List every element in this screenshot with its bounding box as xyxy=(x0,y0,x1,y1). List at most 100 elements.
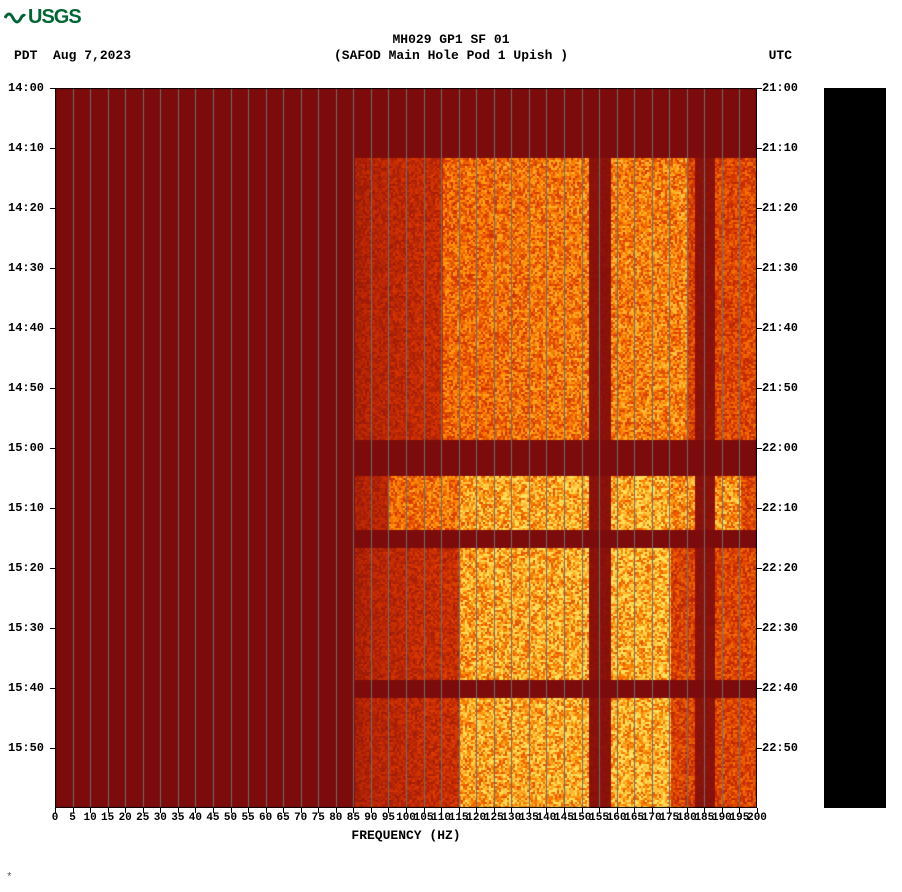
x-axis-ticks: 0510152025303540455055606570758085909510… xyxy=(55,812,757,826)
x-tick: 80 xyxy=(329,812,342,824)
y-right-tick: 21:10 xyxy=(762,141,798,155)
x-tick-mark xyxy=(283,808,284,813)
x-tick-mark xyxy=(687,808,688,813)
y-right-tick: 21:40 xyxy=(762,321,798,335)
y-right-tick-mark xyxy=(757,148,762,149)
y-right-tick-mark xyxy=(757,208,762,209)
x-tick: 10 xyxy=(83,812,96,824)
y-right-tick: 21:20 xyxy=(762,201,798,215)
x-tick-mark xyxy=(406,808,407,813)
y-left-tick-mark xyxy=(50,688,55,689)
x-tick-mark xyxy=(564,808,565,813)
x-tick-mark xyxy=(511,808,512,813)
x-tick-mark xyxy=(143,808,144,813)
y-right-tick-mark xyxy=(757,448,762,449)
x-tick-mark xyxy=(757,808,758,813)
x-tick-mark xyxy=(529,808,530,813)
x-tick-mark xyxy=(108,808,109,813)
y-left-tick: 15:50 xyxy=(8,741,44,755)
x-tick: 5 xyxy=(69,812,76,824)
x-tick-mark xyxy=(231,808,232,813)
x-tick-mark xyxy=(55,808,56,813)
y-left-tick-mark xyxy=(50,208,55,209)
x-tick-mark xyxy=(652,808,653,813)
x-tick: 45 xyxy=(206,812,219,824)
y-left-tick-mark xyxy=(50,448,55,449)
usgs-logo: USGS xyxy=(4,4,81,30)
date-label: Aug 7,2023 xyxy=(53,48,131,63)
x-tick: 20 xyxy=(119,812,132,824)
x-tick: 15 xyxy=(101,812,114,824)
y-right-tick: 21:50 xyxy=(762,381,798,395)
y-right-axis: 21:0021:1021:2021:3021:4021:5022:0022:10… xyxy=(762,88,814,808)
y-right-tick: 22:00 xyxy=(762,441,798,455)
x-tick: 0 xyxy=(52,812,59,824)
x-tick-mark xyxy=(582,808,583,813)
y-right-tick-mark xyxy=(757,328,762,329)
x-tick-mark xyxy=(90,808,91,813)
x-tick: 40 xyxy=(189,812,202,824)
x-tick-mark xyxy=(388,808,389,813)
x-tick: 60 xyxy=(259,812,272,824)
y-right-tick: 22:10 xyxy=(762,501,798,515)
y-right-tick-mark xyxy=(757,748,762,749)
x-tick: 30 xyxy=(154,812,167,824)
x-tick-mark xyxy=(371,808,372,813)
y-right-tick-mark xyxy=(757,268,762,269)
x-tick-mark xyxy=(739,808,740,813)
x-tick-mark xyxy=(195,808,196,813)
spectrogram-canvas xyxy=(55,88,757,808)
x-tick-mark xyxy=(441,808,442,813)
x-tick: 55 xyxy=(241,812,254,824)
x-tick: 70 xyxy=(294,812,307,824)
x-tick: 90 xyxy=(364,812,377,824)
x-tick: 25 xyxy=(136,812,149,824)
x-tick-mark xyxy=(301,808,302,813)
y-right-tick-mark xyxy=(757,628,762,629)
y-left-tick-mark xyxy=(50,148,55,149)
logo-text: USGS xyxy=(28,6,81,29)
x-tick-mark xyxy=(336,808,337,813)
y-left-tick-mark xyxy=(50,748,55,749)
tz-right-label: UTC xyxy=(769,48,792,63)
x-tick-mark xyxy=(634,808,635,813)
y-right-tick: 22:30 xyxy=(762,621,798,635)
x-tick-mark xyxy=(722,808,723,813)
x-tick-mark xyxy=(704,808,705,813)
x-tick: 75 xyxy=(312,812,325,824)
x-tick-mark xyxy=(617,808,618,813)
y-left-tick: 15:20 xyxy=(8,561,44,575)
x-tick-mark xyxy=(125,808,126,813)
x-tick-mark xyxy=(599,808,600,813)
y-left-tick: 14:50 xyxy=(8,381,44,395)
x-tick-mark xyxy=(353,808,354,813)
x-tick-mark xyxy=(266,808,267,813)
logo-wave-icon xyxy=(4,4,26,30)
x-tick-mark xyxy=(213,808,214,813)
y-right-tick-mark xyxy=(757,688,762,689)
y-left-tick: 14:00 xyxy=(8,81,44,95)
y-left-tick: 15:10 xyxy=(8,501,44,515)
y-left-tick: 15:00 xyxy=(8,441,44,455)
x-tick: 95 xyxy=(382,812,395,824)
y-right-tick: 22:20 xyxy=(762,561,798,575)
y-left-tick: 14:30 xyxy=(8,261,44,275)
x-tick-mark xyxy=(318,808,319,813)
y-right-tick: 21:00 xyxy=(762,81,798,95)
y-left-tick: 14:20 xyxy=(8,201,44,215)
y-right-tick-mark xyxy=(757,388,762,389)
x-tick: 200 xyxy=(747,812,767,824)
y-right-tick-mark xyxy=(757,568,762,569)
y-left-tick: 15:30 xyxy=(8,621,44,635)
x-tick-mark xyxy=(669,808,670,813)
x-tick-mark xyxy=(160,808,161,813)
y-left-tick-mark xyxy=(50,88,55,89)
x-tick-mark xyxy=(476,808,477,813)
x-tick: 85 xyxy=(347,812,360,824)
x-tick-mark xyxy=(459,808,460,813)
y-left-tick-mark xyxy=(50,388,55,389)
x-tick-mark xyxy=(178,808,179,813)
x-tick-mark xyxy=(546,808,547,813)
y-left-axis: 14:0014:1014:2014:3014:4014:5015:0015:10… xyxy=(8,88,52,808)
y-left-tick: 15:40 xyxy=(8,681,44,695)
